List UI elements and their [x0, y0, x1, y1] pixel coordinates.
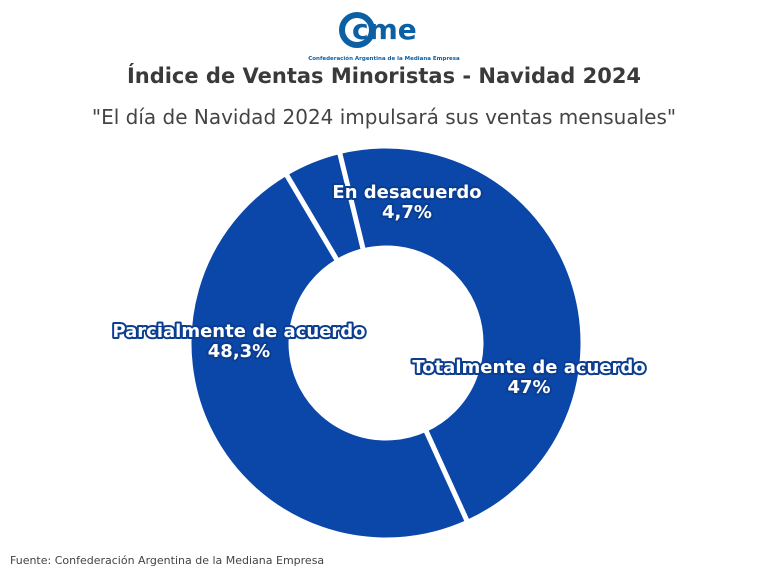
- chart-title: Índice de Ventas Minoristas - Navidad 20…: [126, 64, 642, 88]
- logo-text: cme: [352, 13, 417, 46]
- chart-subtitle: "El día de Navidad 2024 impulsará sus ve…: [91, 105, 677, 129]
- logo-c-ring: [339, 12, 375, 48]
- logo-tagline: Confederación Argentina de la Mediana Em…: [308, 55, 460, 62]
- slice-value-label: 47%: [507, 377, 550, 398]
- slice-category-label: En desacuerdo: [332, 182, 481, 203]
- slice-category-label: Totalmente de acuerdo: [412, 357, 645, 378]
- source-note: Fuente: Confederación Argentina de la Me…: [10, 554, 325, 567]
- slice-value-label: 48,3%: [208, 341, 270, 362]
- slice-value-label: 4,7%: [382, 202, 432, 223]
- cme-logo: cme Confederación Argentina de la Median…: [308, 12, 460, 62]
- slice-category-label: Parcialmente de acuerdo: [112, 321, 365, 342]
- pie-slice: [186, 170, 471, 543]
- pie-slice: [336, 143, 586, 525]
